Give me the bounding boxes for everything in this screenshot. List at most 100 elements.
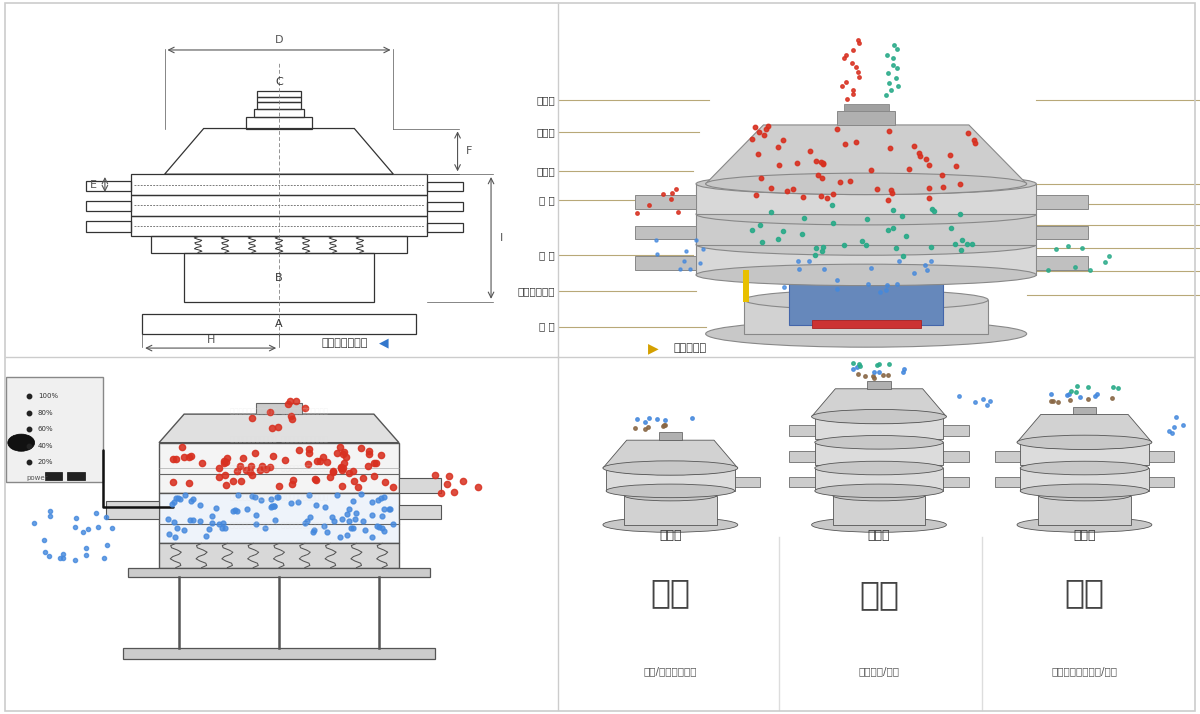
Ellipse shape bbox=[696, 264, 1037, 286]
Text: power: power bbox=[26, 476, 48, 481]
Bar bbox=[815, 443, 943, 466]
Bar bbox=[257, 91, 301, 97]
Polygon shape bbox=[1018, 414, 1152, 442]
Ellipse shape bbox=[811, 517, 947, 533]
Bar bbox=[1073, 407, 1096, 414]
Text: 100%: 100% bbox=[38, 393, 58, 399]
Polygon shape bbox=[706, 125, 1027, 184]
Ellipse shape bbox=[696, 234, 1037, 256]
Ellipse shape bbox=[833, 490, 925, 501]
Ellipse shape bbox=[1018, 517, 1152, 533]
Bar bbox=[838, 111, 895, 125]
Bar bbox=[1020, 468, 1148, 491]
Text: 机 座: 机 座 bbox=[539, 321, 554, 332]
Bar bbox=[143, 314, 415, 334]
Text: 化妆品粉末超声波筛分机  化妆品粉末超声波筛分机: 化妆品粉末超声波筛分机 化妆品粉末超声波筛分机 bbox=[230, 464, 328, 471]
Text: 进料口: 进料口 bbox=[536, 95, 554, 105]
Text: 结构示意图: 结构示意图 bbox=[673, 343, 707, 353]
Bar bbox=[1037, 226, 1087, 239]
Bar bbox=[995, 477, 1020, 487]
Ellipse shape bbox=[1020, 461, 1148, 475]
Ellipse shape bbox=[815, 484, 943, 498]
Bar bbox=[128, 568, 430, 577]
Bar bbox=[184, 253, 374, 301]
Bar bbox=[160, 543, 398, 568]
Bar bbox=[1020, 443, 1148, 466]
Bar bbox=[696, 214, 1037, 244]
Bar bbox=[6, 377, 103, 482]
Bar bbox=[606, 468, 734, 491]
Bar bbox=[427, 203, 463, 211]
Ellipse shape bbox=[815, 410, 943, 423]
Bar bbox=[833, 496, 925, 525]
Bar bbox=[427, 181, 463, 191]
Bar bbox=[943, 477, 968, 487]
Bar bbox=[635, 195, 696, 208]
Bar bbox=[151, 236, 407, 253]
Ellipse shape bbox=[706, 321, 1027, 347]
Bar bbox=[131, 174, 427, 195]
Bar bbox=[635, 226, 696, 239]
Ellipse shape bbox=[1020, 484, 1148, 498]
Bar bbox=[790, 477, 815, 487]
Ellipse shape bbox=[815, 461, 943, 475]
Ellipse shape bbox=[624, 490, 716, 501]
Bar bbox=[744, 300, 988, 334]
Text: 外形尺寸示意图: 外形尺寸示意图 bbox=[322, 338, 368, 348]
Text: 化妆品粉末超声波筛分机  化妆品粉末超声波筛分机: 化妆品粉末超声波筛分机 化妆品粉末超声波筛分机 bbox=[230, 521, 328, 528]
Bar bbox=[246, 116, 312, 129]
Text: A: A bbox=[275, 319, 283, 329]
Bar bbox=[67, 473, 85, 480]
Bar bbox=[844, 104, 889, 111]
Text: 运输固定螺栓: 运输固定螺栓 bbox=[517, 286, 554, 296]
Bar bbox=[734, 477, 761, 487]
Bar bbox=[131, 195, 427, 216]
Text: 去除异物/结块: 去除异物/结块 bbox=[858, 666, 900, 676]
Text: F: F bbox=[466, 146, 473, 156]
Bar bbox=[122, 648, 436, 658]
Text: 弹 簧: 弹 簧 bbox=[539, 250, 554, 261]
Bar bbox=[160, 493, 398, 543]
Ellipse shape bbox=[606, 461, 734, 475]
Bar bbox=[398, 506, 440, 520]
Bar bbox=[256, 403, 302, 414]
Bar bbox=[696, 244, 1037, 275]
Bar bbox=[1148, 477, 1175, 487]
Text: I: I bbox=[499, 233, 503, 243]
Bar bbox=[790, 425, 815, 436]
Text: 出料口: 出料口 bbox=[536, 166, 554, 176]
Bar bbox=[257, 97, 301, 103]
Ellipse shape bbox=[602, 517, 738, 533]
Ellipse shape bbox=[696, 203, 1037, 225]
Text: H: H bbox=[206, 334, 215, 345]
Text: 束 环: 束 环 bbox=[539, 195, 554, 205]
Text: 化妆品粉末超声波筛分机  化妆品粉末超声波筛分机: 化妆品粉末超声波筛分机 化妆品粉末超声波筛分机 bbox=[230, 493, 328, 500]
Polygon shape bbox=[811, 388, 947, 417]
Text: 20%: 20% bbox=[38, 459, 54, 465]
Bar bbox=[86, 201, 131, 211]
Bar bbox=[44, 473, 62, 480]
Text: 防尘盖: 防尘盖 bbox=[536, 127, 554, 137]
Ellipse shape bbox=[602, 461, 738, 476]
Text: 化妆品粉末超声波筛分机  化妆品粉末超声波筛分机: 化妆品粉末超声波筛分机 化妆品粉末超声波筛分机 bbox=[230, 550, 328, 557]
Ellipse shape bbox=[811, 410, 947, 424]
Bar bbox=[1148, 451, 1175, 462]
Text: D: D bbox=[275, 34, 283, 44]
Ellipse shape bbox=[696, 173, 1037, 195]
Text: 化妆品粉末超声波筛分机  化妆品粉末超声波筛分机: 化妆品粉末超声波筛分机 化妆品粉末超声波筛分机 bbox=[230, 407, 328, 414]
Text: 过滤: 过滤 bbox=[859, 578, 899, 611]
Text: 颗粒/粉末准确分级: 颗粒/粉末准确分级 bbox=[643, 666, 697, 676]
Text: B: B bbox=[275, 273, 283, 283]
Text: 40%: 40% bbox=[38, 443, 54, 448]
Bar bbox=[815, 468, 943, 491]
Polygon shape bbox=[160, 414, 398, 443]
Bar bbox=[943, 425, 968, 436]
Text: 80%: 80% bbox=[38, 410, 54, 416]
Bar bbox=[790, 280, 943, 325]
Bar bbox=[635, 256, 696, 269]
Bar bbox=[86, 221, 131, 232]
Bar bbox=[131, 216, 427, 236]
Ellipse shape bbox=[606, 484, 734, 498]
Bar bbox=[1037, 256, 1087, 269]
Bar bbox=[1037, 195, 1087, 208]
